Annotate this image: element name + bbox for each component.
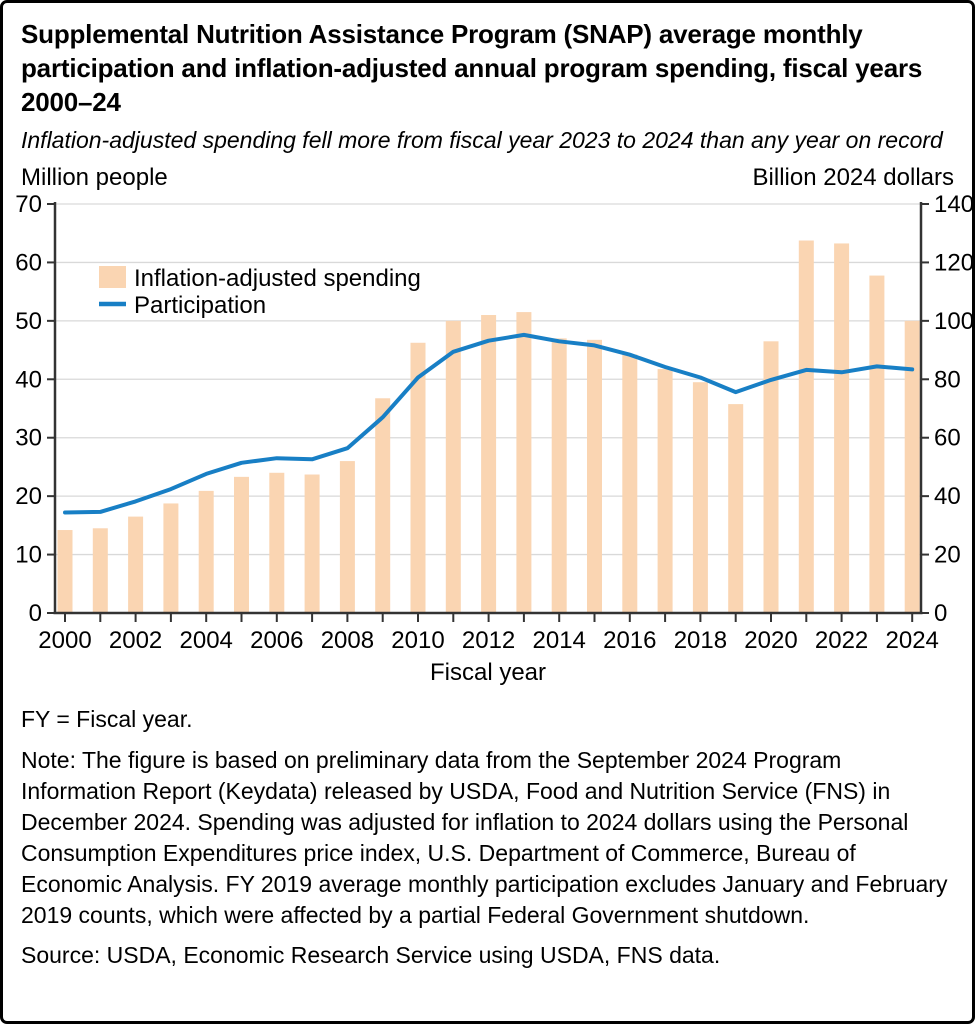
figure-note: Note: The figure is based on preliminary…	[21, 747, 948, 928]
bar-2008	[339, 461, 355, 613]
chart-subtitle: Inflation-adjusted spending fell more fr…	[21, 127, 943, 153]
svg-text:60: 60	[15, 249, 42, 276]
bar-2011	[445, 320, 461, 613]
svg-text:2016: 2016	[603, 627, 656, 654]
svg-text:20: 20	[15, 483, 42, 510]
bar-2017	[657, 369, 673, 613]
svg-text:80: 80	[934, 366, 961, 393]
svg-text:100: 100	[934, 308, 974, 335]
bar-2015	[587, 339, 602, 613]
bar-2018	[692, 382, 708, 613]
svg-text:2006: 2006	[250, 627, 303, 654]
participation-line	[63, 332, 915, 515]
figure-header: Supplemental Nutrition Assistance Progra…	[3, 17, 972, 192]
svg-text:30: 30	[15, 425, 42, 452]
svg-text:2008: 2008	[321, 627, 374, 654]
bar-2001	[92, 528, 108, 613]
spending-bars	[57, 240, 920, 614]
figure-source: Source: USDA, Economic Research Service …	[21, 942, 721, 968]
svg-text:2000: 2000	[38, 627, 91, 654]
legend-spending-swatch	[99, 266, 126, 288]
svg-text:20: 20	[934, 542, 961, 569]
bar-2003	[163, 503, 179, 613]
svg-text:2012: 2012	[462, 627, 515, 654]
svg-text:50: 50	[15, 308, 42, 335]
figure-footer: FY = Fiscal year. Note: The figure is ba…	[3, 705, 972, 970]
bar-2000	[57, 530, 73, 613]
svg-text:10: 10	[15, 542, 42, 569]
x-axis-tick-labels: 2000 2002 2004 2006 2008 2010 2012 2014 2016 2018…	[38, 627, 939, 654]
bar-2021	[798, 240, 814, 613]
bar-2019	[728, 404, 744, 613]
svg-text:2022: 2022	[815, 627, 868, 654]
bar-2010	[410, 342, 426, 613]
bar-2013	[516, 312, 532, 613]
svg-text:120: 120	[934, 249, 974, 276]
tick-marks	[47, 203, 929, 622]
right-axis-title: Billion 2024 dollars	[752, 164, 954, 191]
svg-text:70: 70	[15, 192, 42, 218]
bar-2024	[904, 320, 920, 613]
bar-2020	[763, 341, 779, 613]
left-axis-tick-labels: 0 10 20 30 40 50 60 70	[15, 192, 42, 627]
fy-abbreviation-note: FY = Fiscal year.	[21, 706, 193, 732]
svg-text:2024: 2024	[886, 627, 939, 654]
legend-spending-label: Inflation-adjusted spending	[134, 265, 421, 292]
bar-2009	[375, 398, 391, 613]
svg-text:2018: 2018	[674, 627, 727, 654]
svg-text:40: 40	[15, 366, 42, 393]
svg-text:2010: 2010	[391, 627, 444, 654]
svg-text:2004: 2004	[180, 627, 233, 654]
bar-2014	[551, 338, 567, 613]
svg-text:2002: 2002	[109, 627, 162, 654]
bar-2012	[481, 315, 497, 613]
svg-text:2014: 2014	[533, 627, 586, 654]
legend-participation-label: Participation	[134, 292, 266, 319]
bar-2023	[869, 275, 885, 613]
bar-2005	[234, 476, 249, 613]
right-axis-tick-labels: 0 20 40 60 80 100 120 140	[934, 192, 974, 627]
axis-units-row: Million people Billion 2024 dollars	[21, 164, 954, 192]
svg-text:0: 0	[934, 600, 947, 627]
bar-2004	[198, 490, 214, 613]
bar-2016	[622, 354, 638, 613]
svg-text:140: 140	[934, 192, 974, 218]
svg-text:2020: 2020	[744, 627, 797, 654]
bar-2002	[128, 516, 144, 613]
bar-2007	[304, 474, 320, 613]
x-axis-title: Fiscal year	[430, 659, 546, 686]
chart-title: Supplemental Nutrition Assistance Progra…	[21, 19, 923, 117]
svg-text:40: 40	[934, 483, 961, 510]
left-axis-title: Million people	[21, 164, 168, 191]
chart-area: 0 10 20 30 40 50 60 70 0 20 40 60 80 100 120 140 2000 200…	[3, 192, 974, 692]
bar-2006	[269, 472, 285, 613]
bar-2022	[834, 243, 850, 614]
svg-text:0: 0	[29, 600, 42, 627]
svg-text:60: 60	[934, 425, 961, 452]
